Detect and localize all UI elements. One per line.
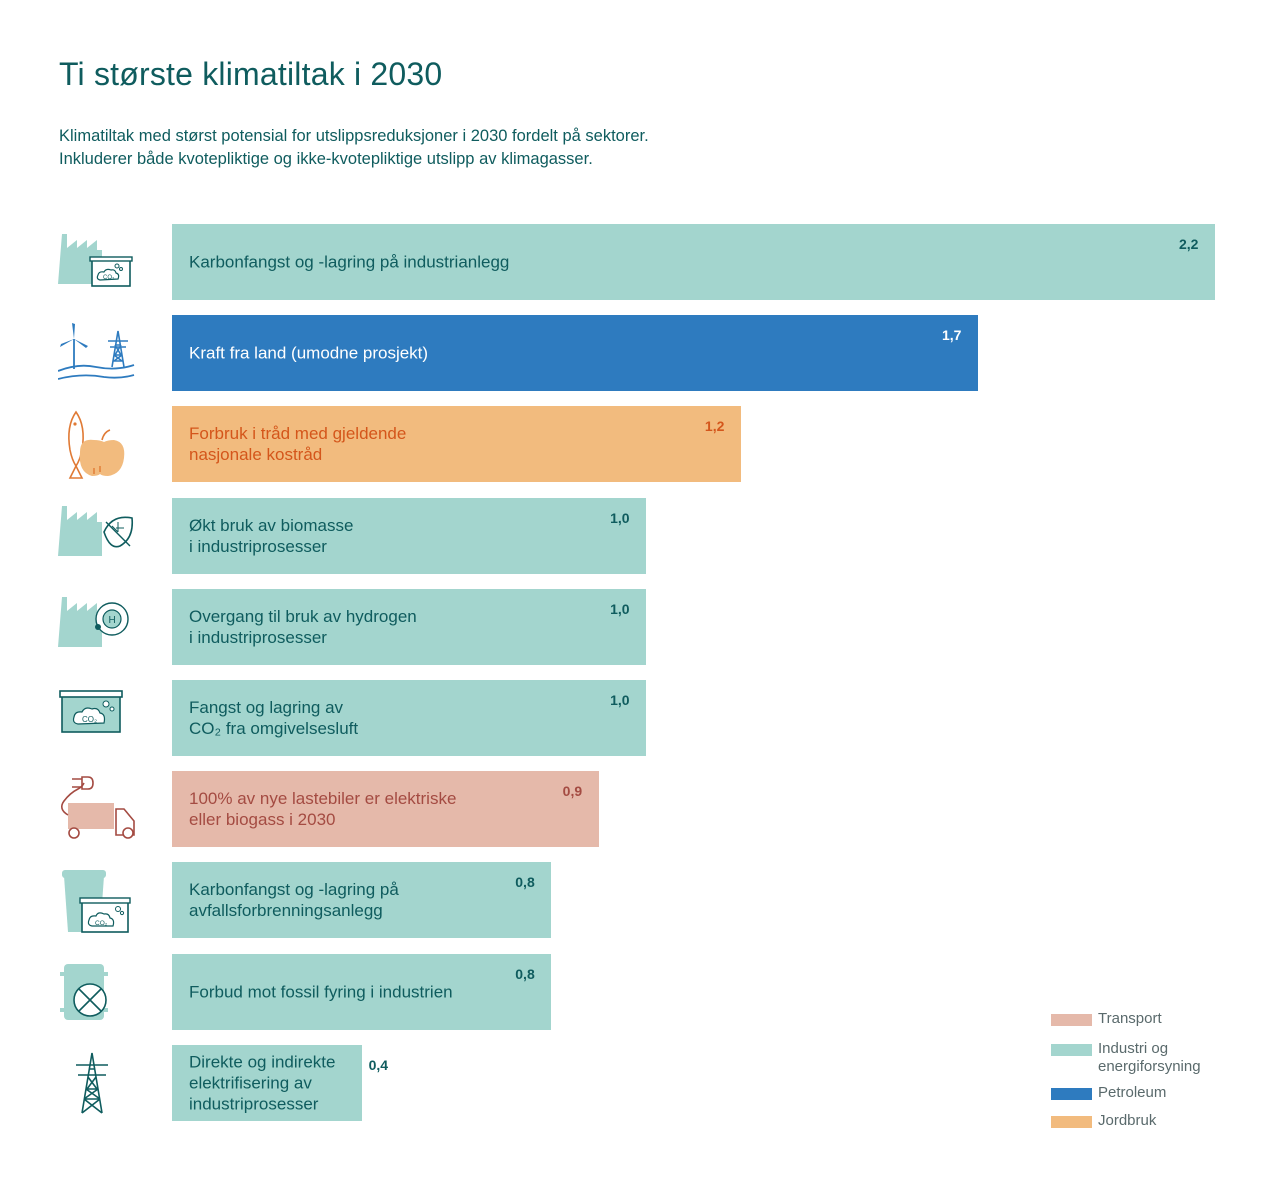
- bar-3: Forbruk i tråd med gjeldende nasjonale k…: [172, 406, 741, 483]
- wind-power-pylon-icon: [57, 319, 138, 394]
- electric-truck-icon: [58, 775, 138, 850]
- bar-6: Fangst og lagring av CO₂ fra omgivelsesl…: [172, 680, 647, 756]
- subtitle-line-1: Klimatiltak med størst potensial for uts…: [59, 127, 649, 145]
- value-label: 0,4: [368, 1056, 389, 1073]
- bar-4: Økt bruk av biomasse i industriprosesser: [172, 497, 647, 574]
- bar-label: Direkte og indirekte elektrifisering av …: [189, 1052, 336, 1114]
- factory-co2-icon: CO₂: [58, 228, 138, 303]
- legend-label: Transport: [1098, 1010, 1162, 1027]
- value-label: 0,9: [562, 783, 583, 800]
- value-label: 1,0: [610, 509, 630, 526]
- chart-title: Ti største klimatiltak i 2030: [59, 56, 443, 92]
- bar-label: Forbud mot fossil fyring i industrien: [189, 982, 453, 1002]
- waste-bin-co2-icon: CO₂: [58, 866, 138, 941]
- bar-7: 100% av nye lastebiler er elektriske ell…: [172, 771, 599, 848]
- legend-label: Jordbruk: [1098, 1112, 1157, 1129]
- bar-label: Overgang til bruk av hydrogen i industri…: [189, 606, 417, 647]
- svg-text:H: H: [109, 615, 116, 626]
- svg-text:CO₂: CO₂: [95, 920, 108, 927]
- value-label: 0,8: [515, 965, 535, 982]
- factory-hydrogen-icon: H: [58, 593, 138, 668]
- subtitle-line-2: Inkluderer både kvotepliktige og ikke-kv…: [59, 150, 593, 168]
- bar-label: Karbonfangst og -lagring på industrianle…: [189, 252, 510, 272]
- bar-1: Karbonfangst og -lagring på industrianle…: [172, 224, 1215, 300]
- svg-text:CO₂: CO₂: [82, 715, 97, 724]
- legend-swatch: [1051, 1116, 1092, 1128]
- value-label: 0,8: [515, 874, 535, 891]
- legend-label: Petroleum: [1098, 1084, 1167, 1101]
- bar-label: Kraft fra land (umodne prosjekt): [189, 343, 429, 363]
- value-label: 1,7: [941, 327, 962, 344]
- oil-barrel-ban-icon: [58, 958, 138, 1033]
- value-label: 1,0: [610, 600, 630, 617]
- power-pylon-icon: [58, 1049, 138, 1124]
- fish-apple-icon: [58, 410, 138, 485]
- value-label: 1,2: [704, 418, 725, 435]
- bar-8: Karbonfangst og -lagring på avfallsforbr…: [172, 862, 552, 939]
- bar-label: Økt bruk av biomasse i industriprosesser: [189, 515, 354, 556]
- legend-swatch: [1051, 1014, 1092, 1026]
- bar-5: Overgang til bruk av hydrogen i industri…: [172, 588, 647, 665]
- legend-swatch: [1051, 1088, 1092, 1100]
- bar-2: Kraft fra land (umodne prosjekt): [172, 315, 978, 392]
- co2-capture-icon: CO₂: [58, 684, 138, 759]
- chart-subtitle: Klimatiltak med størst potensial for uts…: [59, 125, 649, 171]
- bar-label: Fangst og lagring av CO₂ fra omgivelsesl…: [189, 698, 359, 738]
- bar-9: Forbud mot fossil fyring i industrien: [172, 953, 552, 1030]
- bar-10: Direkte og indirekte elektrifisering av …: [172, 1044, 362, 1121]
- bar-label: Karbonfangst og -lagring på avfallsforbr…: [189, 880, 399, 921]
- svg-text:CO₂: CO₂: [103, 275, 115, 281]
- bar-label: Forbruk i tråd med gjeldende nasjonale k…: [189, 424, 407, 465]
- value-label: 1,0: [610, 692, 630, 708]
- factory-leaf-icon: [58, 502, 138, 577]
- value-label: 2,2: [1179, 236, 1199, 252]
- legend-label: Industri og energiforsyning: [1098, 1040, 1201, 1075]
- legend-swatch: [1051, 1044, 1092, 1056]
- bar-label: 100% av nye lastebiler er elektriske ell…: [189, 789, 457, 830]
